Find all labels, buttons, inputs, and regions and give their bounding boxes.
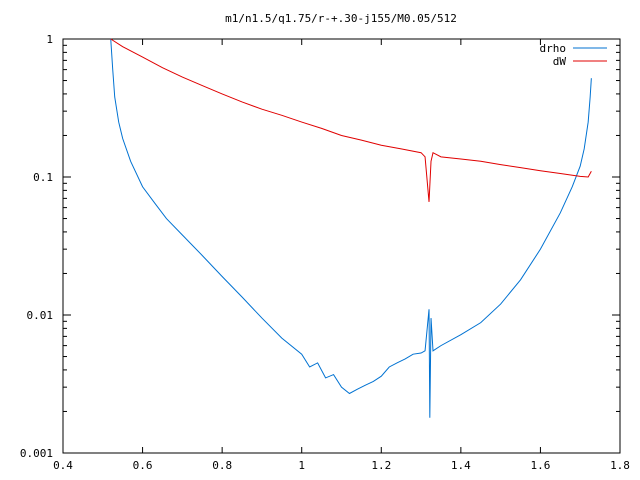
plot-frame <box>62 38 621 454</box>
axes: 0.4 0.6 0.8 1 1.2 1.4 1.6 1.8 1 0.1 0.01 0.001 <box>20 33 630 472</box>
y-tick-label: 0.01 <box>27 309 54 322</box>
series-line-dW <box>110 38 592 202</box>
x-tick-label: 0.6 <box>133 459 153 472</box>
y-tick-label: 0.001 <box>20 447 53 460</box>
y-tick-label: 1 <box>46 33 53 46</box>
y-tick-label: 0.1 <box>33 171 53 184</box>
x-tick-label: 0.4 <box>53 459 73 472</box>
x-tick-label: 1 <box>298 459 305 472</box>
x-tick-label: 1.2 <box>371 459 391 472</box>
x-tick-label: 0.8 <box>212 459 232 472</box>
series-layer <box>110 38 592 418</box>
series-line-drho <box>110 38 592 418</box>
chart-title: m1/n1.5/q1.75/r-+.30-j155/M0.05/512 <box>225 12 457 25</box>
legend-label-dW: dW <box>553 55 567 68</box>
x-tick-label: 1.8 <box>610 459 630 472</box>
legend-label-drho: drho <box>540 42 567 55</box>
x-tick-label: 1.4 <box>451 459 471 472</box>
x-tick-label: 1.6 <box>530 459 550 472</box>
